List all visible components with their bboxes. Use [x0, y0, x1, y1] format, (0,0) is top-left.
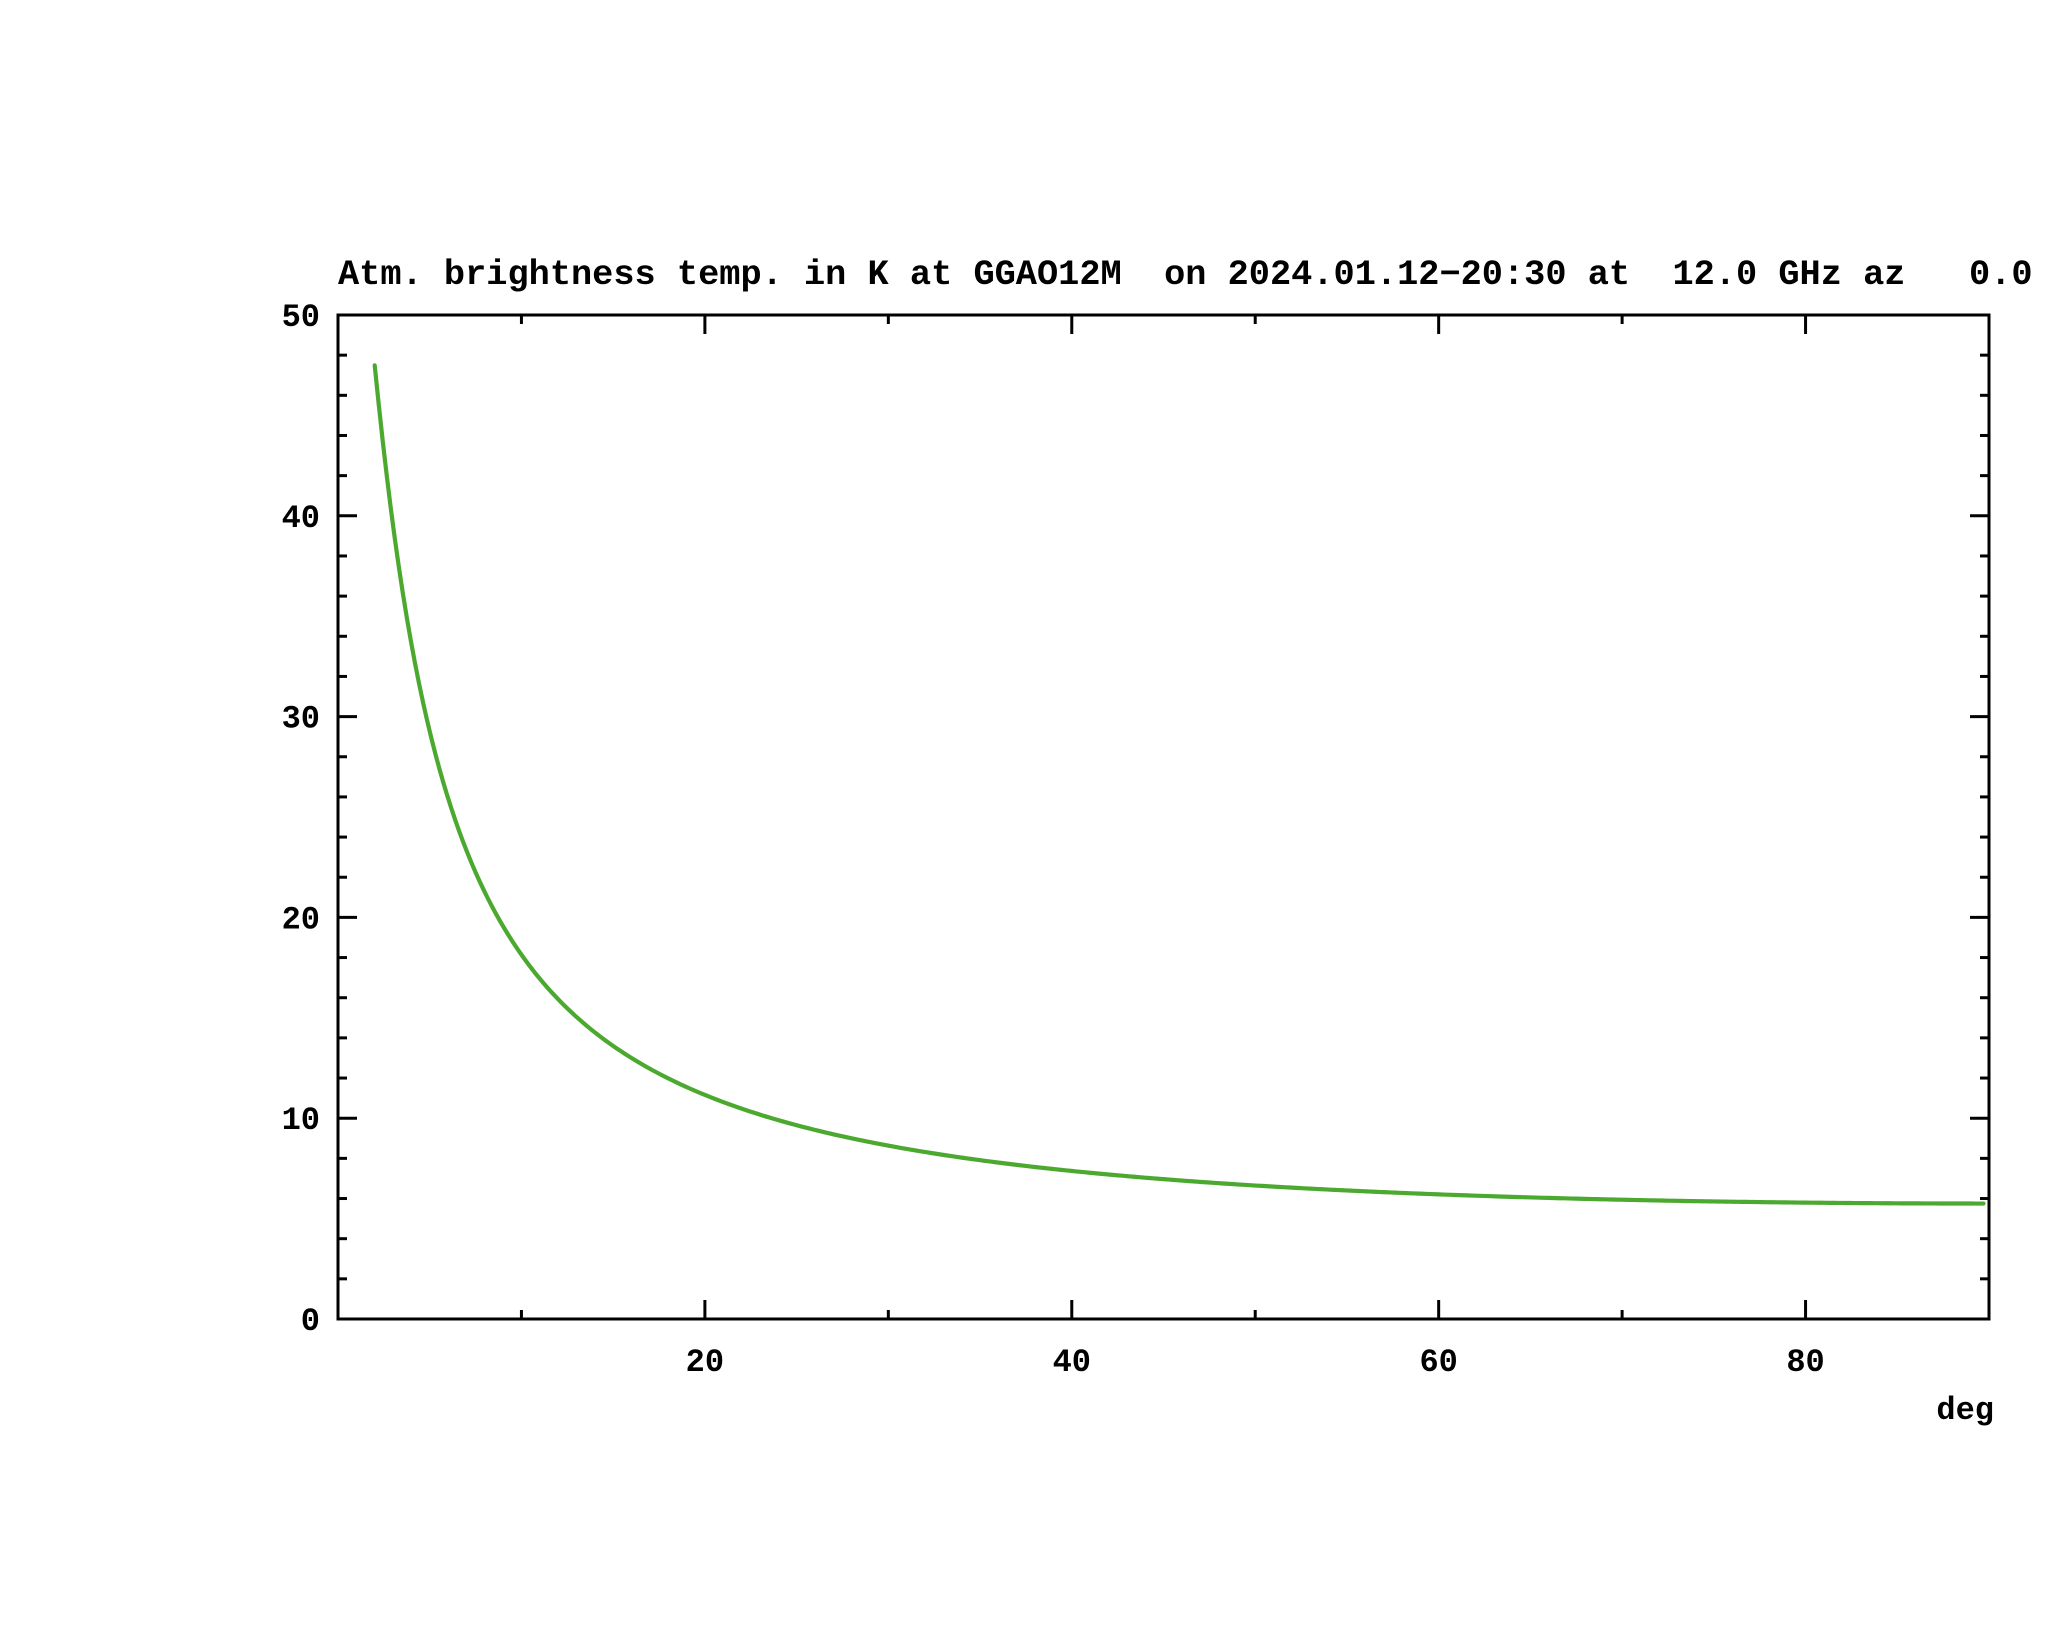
svg-text:20: 20 — [282, 901, 320, 938]
svg-text:80: 80 — [1786, 1344, 1824, 1381]
svg-text:10: 10 — [282, 1102, 320, 1139]
svg-text:40: 40 — [1053, 1344, 1091, 1381]
svg-text:Atm. brightness temp. in K at: Atm. brightness temp. in K at GGAO12M on… — [338, 255, 2033, 295]
svg-text:50: 50 — [282, 299, 320, 336]
svg-text:40: 40 — [282, 500, 320, 537]
svg-text:30: 30 — [282, 701, 320, 738]
svg-text:deg: deg — [1936, 1392, 1994, 1429]
svg-text:0: 0 — [301, 1303, 320, 1340]
svg-text:60: 60 — [1419, 1344, 1457, 1381]
svg-text:20: 20 — [686, 1344, 724, 1381]
